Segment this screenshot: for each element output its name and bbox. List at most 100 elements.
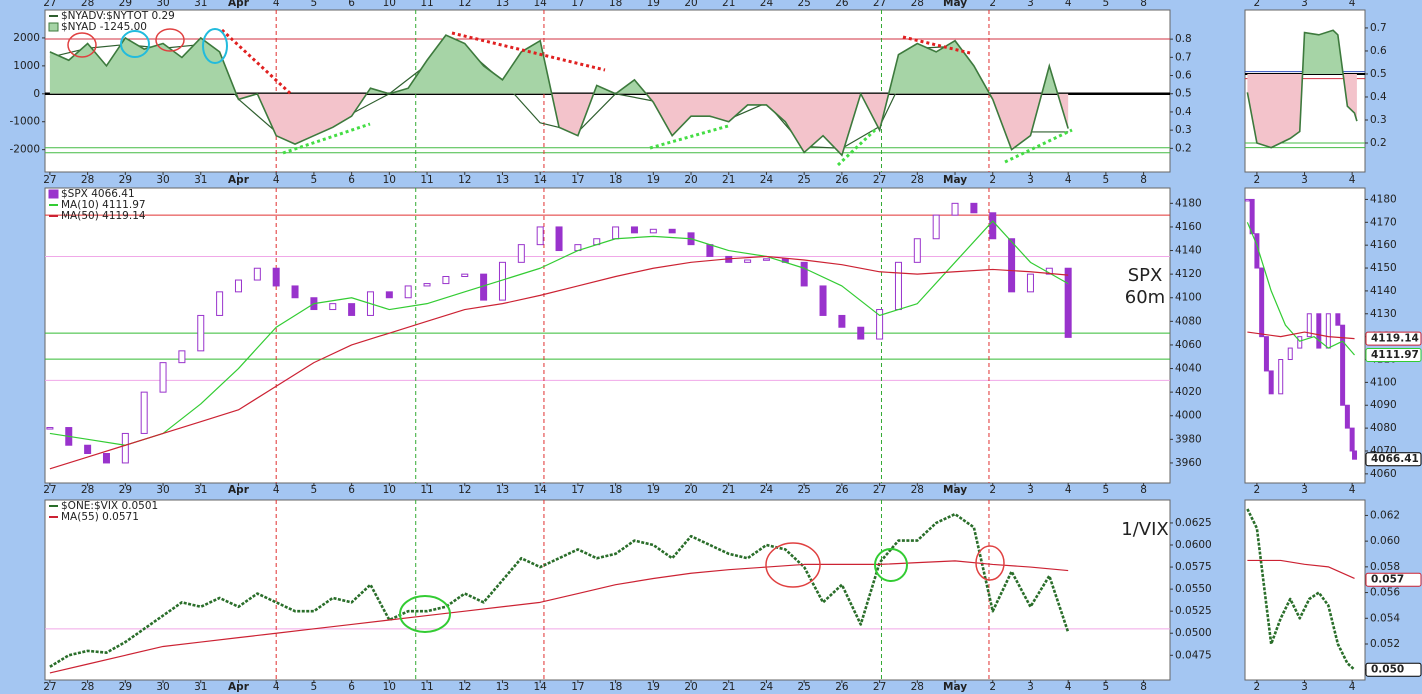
x-tick-label: 31 [194, 0, 207, 9]
x-tick-label: 5 [1103, 681, 1110, 693]
x-tick-label: 30 [156, 174, 169, 186]
candle [1064, 267, 1072, 338]
x-tick-label: 29 [119, 0, 132, 9]
x-tick-label: 3 [1301, 484, 1308, 496]
y-tick-label: 4170 [1370, 216, 1397, 228]
x-tick-label: 3 [1027, 681, 1034, 693]
candle [951, 202, 959, 216]
legend-swatch [48, 189, 59, 199]
legend-label: $SPX 4066.41 [61, 188, 135, 200]
x-tick-label: 24 [760, 681, 774, 693]
y-tick-label: 4040 [1175, 363, 1202, 375]
x-tick-label: 27 [873, 174, 886, 186]
y-tick-label: 0.8 [1175, 33, 1192, 45]
candle [536, 226, 544, 246]
candle [1306, 313, 1312, 338]
circle-marker [975, 545, 1005, 581]
x-tick-label: 4 [1349, 174, 1356, 186]
x-tick-label: 5 [1103, 0, 1110, 9]
plot-content [45, 500, 1170, 680]
series-line [1247, 331, 1355, 340]
candle [234, 279, 242, 293]
x-tick-label: 30 [156, 681, 169, 693]
candle [1349, 427, 1355, 452]
x-tick-label: 5 [311, 0, 318, 9]
x-tick-label: 4 [1349, 681, 1356, 693]
candle [913, 238, 921, 263]
drawn-annotations [67, 28, 1073, 633]
candle [1259, 267, 1265, 338]
y-tick-label: 0.5 [1175, 88, 1192, 100]
candle [555, 226, 563, 252]
x-tick-label: 25 [797, 174, 810, 186]
y-tick-label: 4000 [1175, 410, 1202, 422]
x-tick-label: 12 [458, 681, 471, 693]
x-tick-label: 2 [1254, 681, 1261, 693]
x-tick-label: 25 [797, 681, 810, 693]
y-tick-label: 4160 [1370, 239, 1397, 251]
x-tick-label: 6 [348, 681, 355, 693]
x-tick-label: 19 [647, 0, 660, 9]
y-tick-label: 0.0475 [1175, 649, 1212, 661]
x-tick-label: 6 [348, 0, 355, 9]
x-tick-label: 4 [1349, 0, 1356, 9]
x-tick-label: 24 [760, 0, 774, 9]
candle [423, 283, 431, 287]
x-tick-label: 28 [911, 0, 924, 9]
x-tick-label: 27 [873, 681, 886, 693]
x-tick-label: 13 [496, 681, 509, 693]
legend-label: $NYAD -1245.00 [61, 21, 147, 33]
trend-line [451, 31, 606, 72]
x-tick-label: 4 [1065, 174, 1072, 186]
x-tick-label: 3 [1301, 681, 1308, 693]
candle [800, 261, 808, 287]
x-tick-label: 27 [43, 0, 56, 9]
plot-content [45, 188, 1170, 483]
x-tick-label: 6 [348, 484, 355, 496]
x-tick-label: 26 [835, 681, 849, 693]
series-line [1246, 222, 1355, 356]
x-tick-label: 21 [722, 484, 735, 496]
y-tick-label: 4080 [1175, 315, 1202, 327]
x-tick-label: 4 [1065, 0, 1072, 9]
x-tick-label: 8 [1140, 681, 1147, 693]
area-positive [49, 35, 1069, 94]
candle [612, 226, 620, 240]
x-tick-label: 11 [420, 0, 433, 9]
candle [1268, 370, 1274, 395]
x-tick-label: 19 [647, 681, 660, 693]
plot-content [1246, 508, 1356, 671]
x-tick-label: May [943, 0, 967, 9]
y-tick-label: 3980 [1175, 433, 1202, 445]
candle [1245, 198, 1250, 202]
series-line [49, 512, 1070, 668]
x-tick-label: 30 [156, 484, 169, 496]
annotation: 1/VIX [1121, 519, 1168, 540]
x-tick-label: Apr [228, 0, 250, 9]
x-tick-label: Apr [228, 681, 250, 693]
candle [272, 267, 280, 287]
x-tick-label: 14 [533, 484, 547, 496]
x-tick-label: 26 [835, 484, 849, 496]
candle [253, 267, 261, 281]
x-tick-label: 17 [571, 0, 584, 9]
x-tick-label: 20 [684, 174, 697, 186]
x-tick-label: 18 [609, 681, 622, 693]
x-tick-label: 19 [647, 484, 660, 496]
y-tick-label: 4140 [1175, 245, 1202, 257]
circle-marker [399, 595, 451, 633]
x-tick-label: 13 [496, 174, 509, 186]
x-tick-label: 8 [1140, 0, 1147, 9]
y-tick-label: 0.0550 [1175, 583, 1212, 595]
x-tick-label: 12 [458, 484, 471, 496]
y-tick-label: 0.3 [1370, 114, 1387, 126]
x-tick-label: 31 [194, 681, 207, 693]
x-tick-label: 3 [1301, 174, 1308, 186]
candle [630, 226, 638, 234]
x-tick-label: 26 [835, 174, 849, 186]
x-tick-label: 12 [458, 174, 471, 186]
x-tick-label: 4 [273, 681, 280, 693]
x-tick-label: 28 [911, 484, 924, 496]
x-tick-label: 10 [383, 174, 396, 186]
candle [461, 273, 469, 278]
